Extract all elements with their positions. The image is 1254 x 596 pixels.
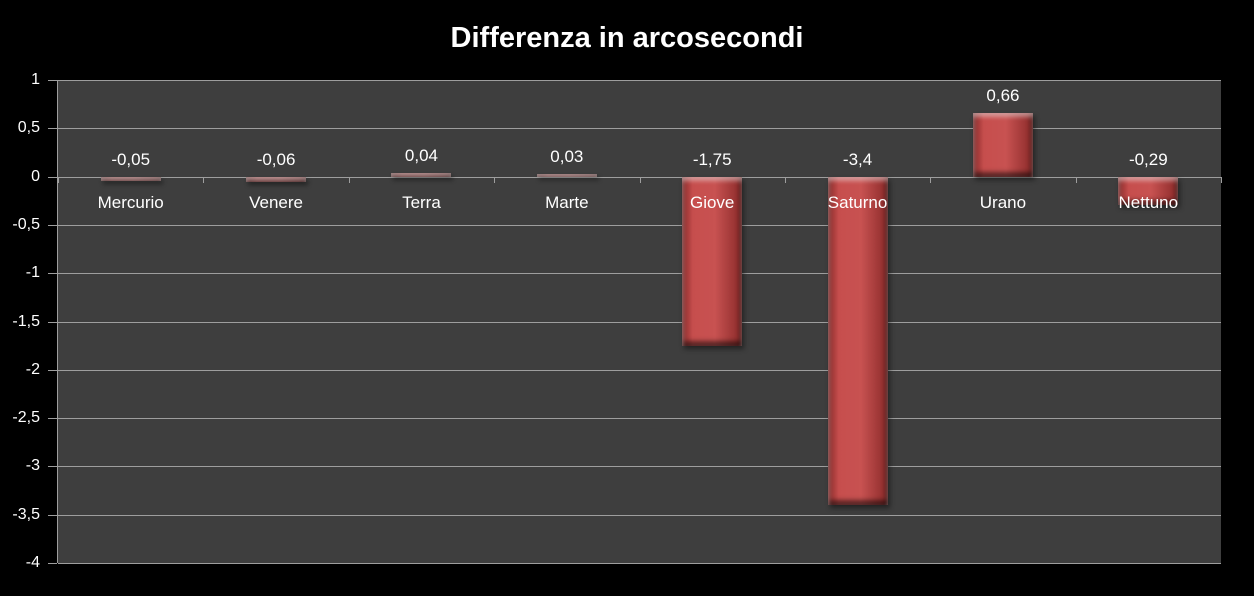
y-axis-tick: [48, 369, 57, 371]
bar-value-label: -0,05: [111, 149, 151, 169]
category-label-marte: Marte: [545, 192, 589, 212]
y-axis-tick-label: -1: [25, 264, 40, 282]
x-axis-tick: [1221, 176, 1222, 183]
bar-value-label: 0,04: [404, 145, 438, 165]
y-axis-tick: [48, 273, 57, 275]
bar-saturno: [827, 176, 888, 506]
y-axis-tick: [48, 563, 57, 564]
category-label-mercurio: Mercurio: [97, 192, 164, 212]
x-axis-tick: [203, 176, 205, 183]
gridline: [58, 466, 1221, 468]
y-axis-tick: [48, 224, 57, 226]
category-label-nettuno: Nettuno: [1118, 192, 1179, 212]
gridline: [58, 224, 1221, 226]
y-axis-tick-label: -4: [25, 554, 40, 571]
category-label-terra: Terra: [402, 192, 441, 212]
y-axis-tick: [48, 176, 57, 178]
gridline: [58, 80, 1221, 81]
gridline: [58, 321, 1221, 323]
bar-nettuno: [1118, 176, 1179, 205]
bar-value-label: -0,06: [256, 149, 296, 169]
x-axis-tick: [58, 176, 59, 183]
y-axis-tick-label: 0,5: [17, 119, 40, 137]
bar-value-label: -3,4: [842, 149, 873, 169]
y-axis-tick-label: -3,5: [12, 505, 40, 523]
gridline: [58, 273, 1221, 275]
bar-giove: [682, 176, 743, 346]
y-axis-tick: [48, 321, 57, 323]
x-axis-tick: [1075, 176, 1077, 183]
category-label-urano: Urano: [979, 192, 1027, 212]
bar-marte: [536, 173, 597, 177]
category-label-giove: Giove: [689, 192, 735, 212]
y-axis-tick: [48, 514, 57, 516]
bar-value-label: 0,03: [550, 146, 584, 166]
gridline: [58, 418, 1221, 420]
x-axis-tick: [930, 176, 932, 183]
y-axis-tick: [48, 418, 57, 420]
gridline: [58, 563, 1221, 564]
bar-value-label: -0,29: [1128, 149, 1168, 169]
plot-area: -0,05 Mercurio -0,06 Venere 0,04 Terra 0,03 Mar…: [57, 80, 1222, 564]
y-axis-tick-label: -0,5: [12, 215, 40, 233]
bar-venere: [246, 176, 307, 183]
y-axis-tick-label: -2: [25, 360, 40, 378]
bar-value-label: 0,66: [986, 85, 1020, 105]
y-axis-tick-label: 1: [31, 71, 40, 88]
y-axis-tick-label: -3: [25, 457, 40, 475]
x-axis-tick: [348, 176, 350, 183]
gridline: [58, 369, 1221, 371]
x-axis-tick: [639, 176, 641, 183]
gridline: [58, 128, 1221, 130]
y-axis-tick-label: -1,5: [12, 312, 40, 330]
bar-value-label: -1,75: [692, 149, 732, 169]
y-axis-tick-label: -2,5: [12, 409, 40, 427]
x-axis-tick: [784, 176, 786, 183]
bar-urano: [972, 112, 1033, 177]
y-axis-tick-label: 0: [31, 167, 40, 185]
bar-mercurio: [100, 176, 161, 182]
category-label-saturno: Saturno: [827, 192, 888, 212]
y-axis-tick: [48, 466, 57, 468]
x-axis-tick: [494, 176, 496, 183]
y-axis-tick: [48, 128, 57, 130]
chart-title: Differenza in arcosecondi: [450, 22, 804, 54]
y-axis-tick: [48, 80, 57, 81]
y-axis: 1 0,5 0 -0,5 -1 -1,5 -2 -2,5 -3 -3,5 -4: [0, 71, 57, 571]
bar-terra: [391, 172, 452, 177]
gridline: [58, 514, 1221, 516]
category-label-venere: Venere: [249, 192, 303, 212]
